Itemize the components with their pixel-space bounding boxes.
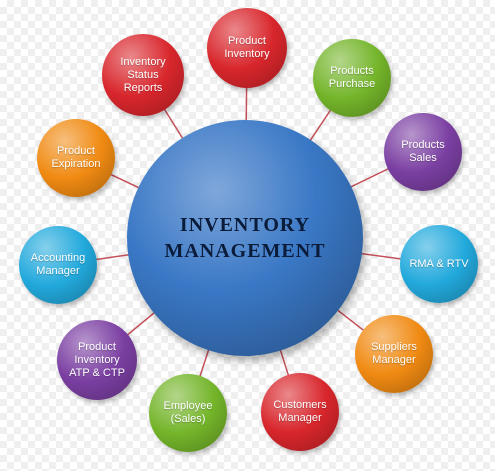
node-label: Suppliers Manager bbox=[371, 341, 417, 366]
node-label: Products Purchase bbox=[328, 65, 376, 90]
node-accounting-manager: Accounting Manager bbox=[19, 226, 97, 304]
node-label: Products Sales bbox=[401, 139, 445, 164]
node-label: Accounting Manager bbox=[30, 252, 86, 277]
node-label: Employee (Sales) bbox=[163, 400, 213, 425]
center-hub: INVENTORY MANAGEMENT bbox=[127, 120, 363, 356]
center-title-line1: INVENTORY bbox=[179, 214, 311, 236]
node-products-purchase: Products Purchase bbox=[313, 39, 391, 117]
node-customers-manager: Customers Manager bbox=[261, 373, 339, 451]
node-inventory-status-reports: Inventory Status Reports bbox=[102, 34, 184, 116]
node-label: Product Inventory ATP & CTP bbox=[69, 340, 125, 379]
node-product-expiration: Product Expiration bbox=[37, 119, 115, 197]
node-label: Product Expiration bbox=[51, 145, 101, 170]
node-label: Inventory Status Reports bbox=[120, 55, 166, 94]
node-products-sales: Products Sales bbox=[384, 113, 462, 191]
node-product-inventory-atp-ctp: Product Inventory ATP & CTP bbox=[57, 320, 137, 400]
node-label: Product Inventory bbox=[224, 35, 270, 60]
node-product-inventory: Product Inventory bbox=[207, 8, 287, 88]
node-suppliers-manager: Suppliers Manager bbox=[355, 315, 433, 393]
node-label: Customers Manager bbox=[273, 399, 327, 424]
node-label: RMA & RTV bbox=[409, 257, 469, 270]
center-title-line2: MANAGEMENT bbox=[164, 240, 326, 262]
node-rma-rtv: RMA & RTV bbox=[400, 225, 478, 303]
node-employee-sales: Employee (Sales) bbox=[149, 374, 227, 452]
